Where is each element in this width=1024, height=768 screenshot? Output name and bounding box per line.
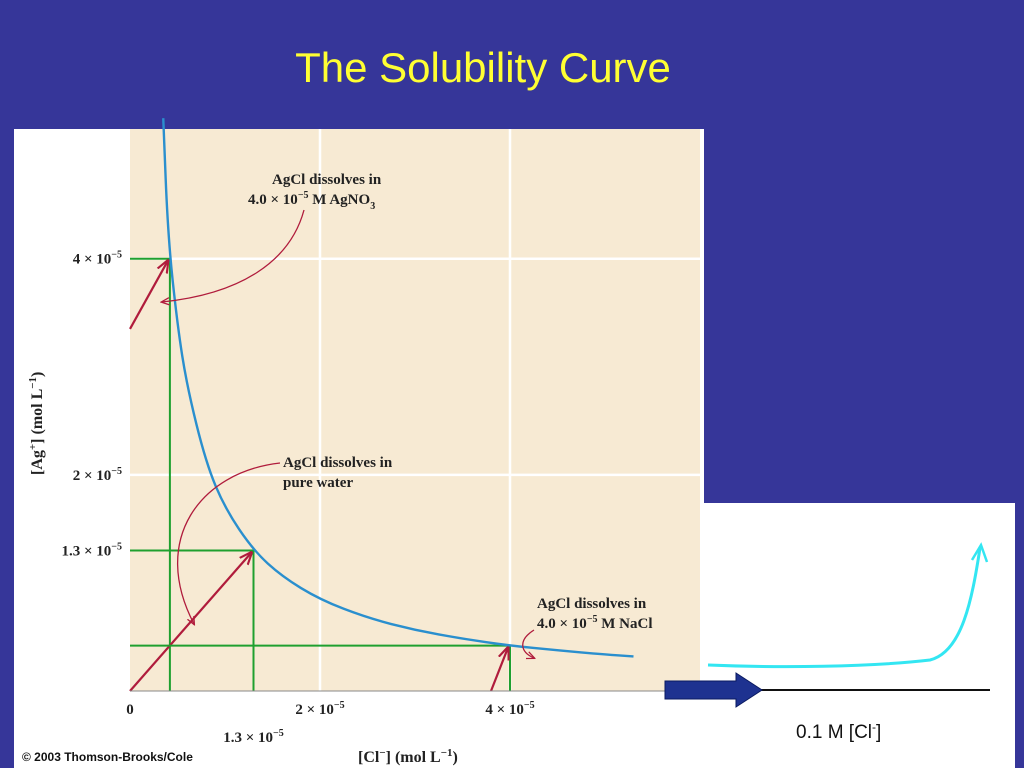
annotation-layer: AgCl dissolves in4.0 × 10−5 M AgNO3AgCl … [162, 172, 653, 658]
inset-curve [707, 547, 982, 669]
x-tick-label-1: 1.3 × 10−5 [223, 728, 284, 746]
copyright-text: © 2003 Thomson-Brooks/Cole [22, 750, 193, 764]
annotation-pointer [177, 462, 281, 624]
plot-background [130, 129, 700, 691]
x-tick-label-3: 4 × 10−5 [485, 700, 534, 718]
annotation-pointer [522, 629, 534, 658]
slide-title: The Solubility Curve [295, 44, 671, 91]
inset-panel [690, 503, 1015, 768]
annotation-pure-water: AgCl dissolves in pure water [177, 455, 393, 624]
annotation-nacl: AgCl dissolves in 4.0 × 10−5 M NaCl [522, 596, 653, 658]
annotation-line-1: AgCl dissolves in [272, 172, 382, 188]
inset-label: 0.1 M [Cl-] [796, 720, 881, 743]
y-tick-label-1: 2 × 10−5 [73, 466, 122, 484]
vector-arrow-nacl [489, 648, 508, 692]
y-tick-label-0: 1.3 × 10−5 [61, 542, 122, 560]
vector-arrow-agno3 [129, 261, 168, 330]
y-tick-label-2: 4 × 10−5 [73, 250, 122, 268]
x-tick-label-0: 0 [126, 702, 134, 718]
annotation-line-1: AgCl dissolves in [283, 455, 393, 471]
y-axis-label: [Ag+] (mol L−1) [27, 372, 46, 475]
tick-labels: 0 1.3 × 10−5 2 × 10−5 4 × 10−5 1.3 × 10−5 2 ×… [61, 250, 534, 746]
inset-curve-arrowhead [970, 542, 989, 563]
annotation-agno3: AgCl dissolves in 4.0 × 10−5 M AgNO3 [162, 172, 382, 302]
x-axis-label: [Cl−] (mol L−1) [358, 747, 458, 766]
solubility-curve [162, 118, 634, 658]
annotation-line-2: 4.0 × 10−5 M NaCl [537, 614, 653, 632]
inset-arrow-icon [664, 672, 763, 708]
annotation-pointer [162, 209, 305, 302]
annotation-line-1: AgCl dissolves in [537, 596, 647, 612]
annotation-line-2: pure water [283, 475, 353, 491]
annotation-line-2: 4.0 × 10−5 M AgNO3 [248, 190, 375, 212]
x-tick-label-2: 2 × 10−5 [295, 700, 344, 718]
